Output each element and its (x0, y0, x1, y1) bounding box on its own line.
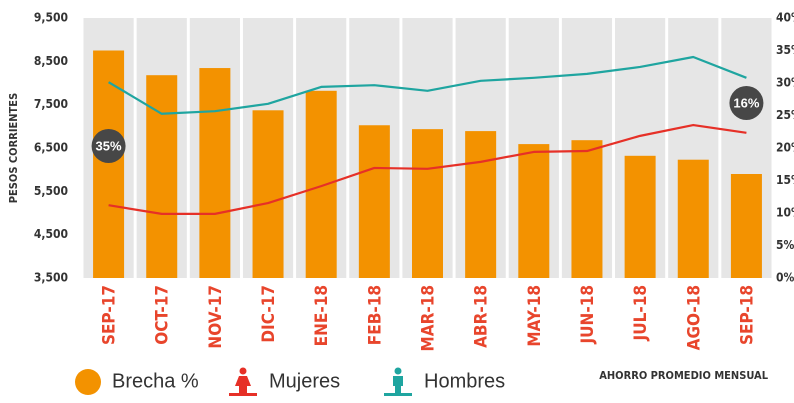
bar (677, 159, 709, 278)
line (108, 123, 747, 215)
legend-icon (384, 367, 412, 396)
icon-underline (229, 393, 257, 396)
bar (146, 75, 178, 278)
x-tick-label: ABR-18 (472, 285, 492, 348)
bar (730, 174, 762, 278)
y-tick-label: 9,500 (34, 11, 68, 25)
icon-underline (384, 393, 412, 396)
x-tick-label: ENE-18 (312, 285, 332, 346)
legend-label: Hombres (424, 370, 505, 392)
bar (624, 155, 656, 278)
icon-body (235, 376, 251, 394)
bar (305, 90, 337, 278)
y-tick-label: 7,500 (34, 97, 68, 111)
y2-tick-label: 40% (776, 11, 794, 25)
x-tick-label: MAY-18 (525, 285, 545, 347)
y-tick-label: 5,500 (34, 184, 68, 198)
x-tick-label: SEP-18 (737, 285, 757, 345)
y2-tick-label: 0% (776, 271, 794, 285)
x-tick-label: JUN-18 (578, 285, 598, 345)
bar (199, 68, 231, 278)
x-tick-label: DIC-17 (259, 285, 279, 343)
bar (518, 144, 550, 278)
value-label: 35% (96, 138, 122, 153)
bar (358, 125, 390, 278)
x-tick-label: FEB-18 (365, 285, 385, 345)
value-label-badge (729, 86, 764, 120)
value-label: 16% (733, 95, 759, 110)
legend-label: Mujeres (269, 370, 340, 392)
icon-head (394, 367, 402, 375)
legend-label: Brecha % (112, 370, 199, 392)
legend-icon (229, 367, 257, 396)
bar (412, 129, 443, 278)
value-label-badge (91, 129, 126, 163)
line (108, 55, 747, 115)
y2-tick-label: 25% (776, 108, 794, 122)
x-tick-label: SEP-17 (100, 285, 120, 345)
x-tick-label: MAR-18 (419, 285, 439, 351)
y2-tick-label: 5% (776, 238, 794, 252)
y2-tick-label: 15% (776, 173, 794, 187)
y-tick-label: 6,500 (34, 141, 68, 155)
y-tick-label: 8,500 (34, 54, 68, 68)
legend-swatch (75, 369, 101, 395)
y-axis-label: PESOS CORRIENTES (7, 93, 20, 203)
y2-tick-label: 20% (776, 141, 794, 155)
y2-tick-label: 30% (776, 76, 794, 90)
y-tick-label: 3,500 (34, 271, 68, 285)
x-tick-label: OCT-17 (153, 285, 173, 345)
x-tick-label: JUL-18 (631, 285, 651, 341)
bar (252, 110, 284, 278)
x-tick-label: NOV-17 (206, 285, 226, 349)
bar (465, 131, 497, 278)
y2-tick-label: 10% (776, 206, 794, 220)
x-tick-label: AGO-18 (684, 285, 704, 350)
y2-tick-label: 35% (776, 43, 794, 57)
icon-head (239, 367, 247, 375)
bar (571, 140, 603, 278)
icon-body (393, 376, 403, 395)
footer: AHORRO PROMEDIO MENSUAL (599, 369, 768, 382)
y-tick-label: 4,500 (34, 227, 68, 241)
bar (93, 50, 125, 278)
